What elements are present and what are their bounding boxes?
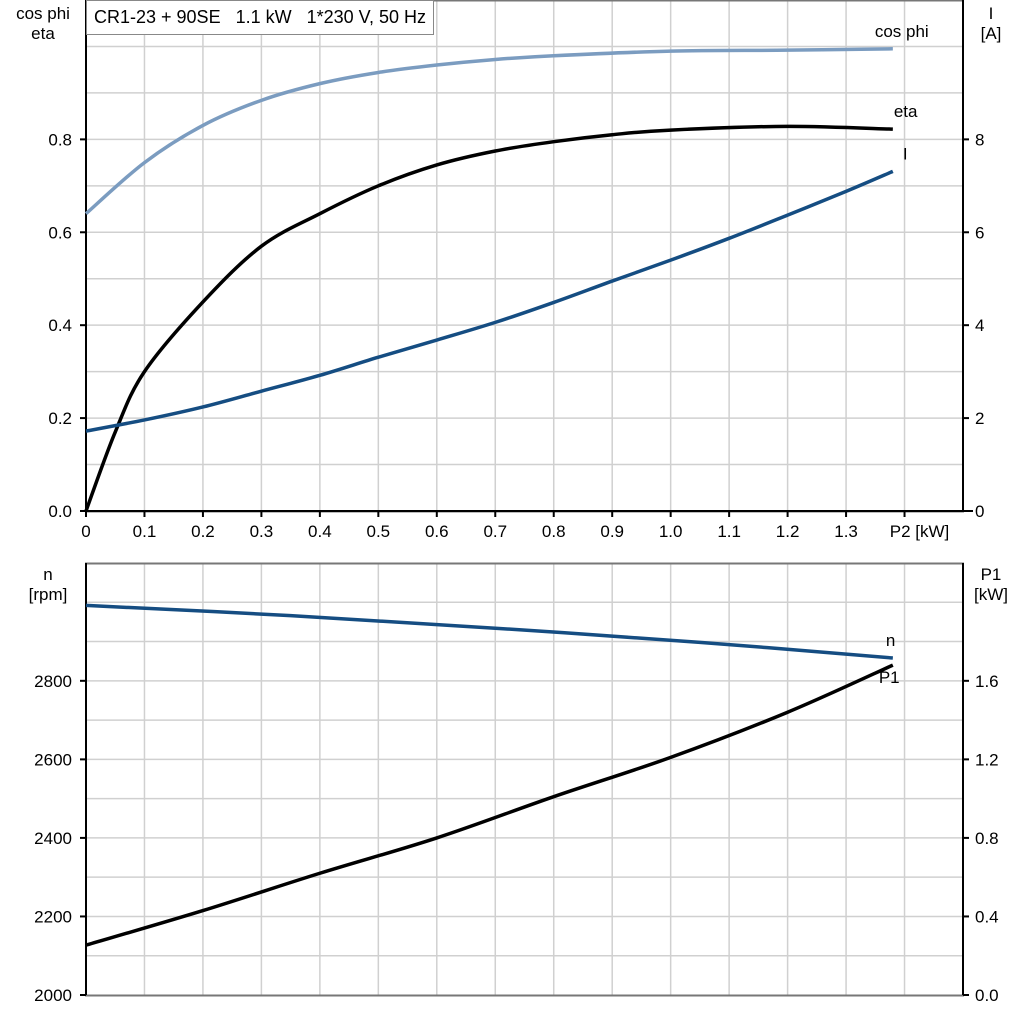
series-line-cos-phi: [84, 47, 893, 216]
series-line-i: [85, 169, 894, 433]
x-tick-label: 0.6: [425, 522, 449, 541]
y-tick-label-left: 2600: [34, 750, 72, 769]
y-tick-label-left: 0.8: [48, 130, 72, 149]
y-tick-label-right: 2: [975, 409, 984, 428]
plot-frame: [85, 0, 964, 513]
y-tick-label-right: 4: [975, 316, 984, 335]
x-tick-label: 0.1: [133, 522, 157, 541]
y-tick-label-left: 2200: [34, 907, 72, 926]
series-label-n: n: [886, 631, 895, 650]
x-tick-label: 0.3: [250, 522, 274, 541]
y-axis-label-left: [rpm]: [29, 585, 68, 604]
y-tick-label-left: 2400: [34, 829, 72, 848]
x-tick-label: 0.4: [308, 522, 332, 541]
y-tick-label-left: 0.2: [48, 409, 72, 428]
y-tick-label-right: 0.8: [975, 829, 999, 848]
x-tick-label: 0: [81, 522, 90, 541]
series-label-eta: eta: [894, 102, 918, 121]
series-label-cos-phi: cos phi: [875, 22, 929, 41]
y-axis-label-left: n: [43, 565, 52, 584]
series-line-n: [85, 603, 893, 660]
y-axis-label-right: I: [989, 4, 994, 23]
x-axis-label: P2 [kW]: [890, 522, 950, 541]
y-axis-label-right: [kW]: [974, 585, 1008, 604]
x-tick-label: 1.2: [776, 522, 800, 541]
y-tick-label-left: 2800: [34, 672, 72, 691]
y-tick-label-right: 1.6: [975, 672, 999, 691]
y-tick-label-left: 0.0: [48, 502, 72, 521]
y-tick-label-right: 0: [975, 502, 984, 521]
y-axis-label-left: cos phi: [16, 4, 70, 23]
x-tick-label: 1.1: [717, 522, 741, 541]
y-axis-label-right: [A]: [981, 24, 1002, 43]
y-tick-label-right: 0.4: [975, 907, 999, 926]
y-tick-label-right: 8: [975, 130, 984, 149]
x-tick-label: 0.8: [542, 522, 566, 541]
y-tick-label-left: 0.6: [48, 223, 72, 242]
y-axis-label-left: eta: [31, 24, 55, 43]
x-tick-label: 1.3: [834, 522, 858, 541]
y-tick-label-right: 1.2: [975, 750, 999, 769]
chart-title: CR1-23 + 90SE 1.1 kW 1*230 V, 50 Hz: [86, 0, 435, 35]
y-tick-label-right: 0.0: [975, 986, 999, 1005]
series-line-p1: [85, 663, 894, 947]
series-line-eta: [84, 124, 893, 512]
y-tick-label-right: 6: [975, 223, 984, 242]
series-label-i: I: [903, 144, 908, 163]
x-tick-label: 0.7: [483, 522, 507, 541]
x-tick-label: 0.2: [191, 522, 215, 541]
plot-frame: [85, 562, 964, 997]
series-label-p1: P1: [879, 668, 900, 687]
y-tick-label-left: 0.4: [48, 316, 72, 335]
y-axis-label-right: P1: [981, 565, 1002, 584]
x-tick-label: 0.9: [600, 522, 624, 541]
x-tick-label: 1.0: [659, 522, 683, 541]
y-tick-label-left: 2000: [34, 986, 72, 1005]
x-tick-label: 0.5: [367, 522, 391, 541]
